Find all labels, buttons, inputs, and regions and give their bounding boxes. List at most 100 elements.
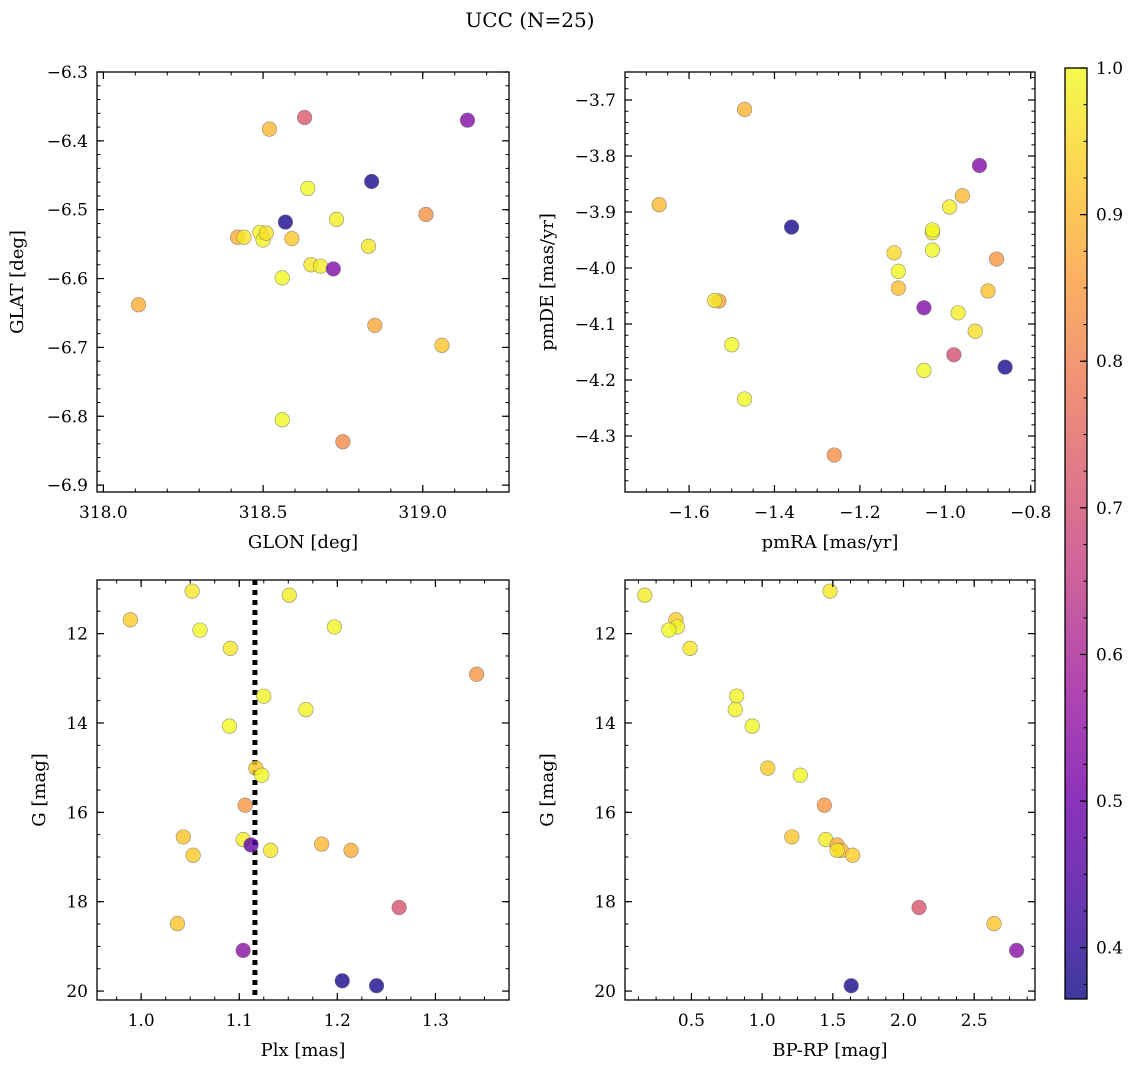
x-tick-label: −1.6 bbox=[668, 503, 709, 523]
scatter-point bbox=[130, 297, 147, 313]
scatter-point bbox=[243, 837, 259, 853]
y-tick-label: −6.4 bbox=[47, 132, 88, 152]
y-tick-label: 20 bbox=[594, 982, 616, 1002]
scatter-point bbox=[122, 612, 138, 628]
y-tick-label: −3.7 bbox=[575, 91, 616, 111]
scatter-point bbox=[822, 583, 838, 599]
scatter-point bbox=[988, 251, 1005, 267]
scatter-point bbox=[843, 978, 859, 994]
scatter-point bbox=[1009, 942, 1025, 959]
y-tick-label: −3.8 bbox=[575, 147, 616, 167]
x-axis-label: pmRA [mas/yr] bbox=[762, 532, 899, 553]
scatter-point bbox=[335, 434, 351, 450]
x-tick-label: 1.3 bbox=[422, 1011, 449, 1031]
scatter-point bbox=[237, 797, 253, 813]
x-tick-label: 1.2 bbox=[324, 1011, 351, 1031]
scatter-point bbox=[312, 258, 329, 274]
scatter-point bbox=[367, 317, 383, 333]
plot-frame bbox=[624, 71, 1036, 493]
scatter-point bbox=[950, 305, 966, 321]
y-tick-label: −6.8 bbox=[47, 407, 88, 427]
scatter-point bbox=[916, 300, 932, 316]
scatter-point bbox=[916, 362, 932, 379]
scatter-point bbox=[729, 688, 745, 704]
scatter-point bbox=[325, 261, 341, 277]
scatter-point bbox=[707, 292, 723, 309]
scatter-point bbox=[924, 222, 941, 238]
scatter-point bbox=[300, 180, 316, 196]
scatter-point bbox=[727, 701, 743, 718]
plot-frame bbox=[96, 71, 510, 493]
x-tick-label: 318.5 bbox=[239, 503, 288, 523]
scatter-point bbox=[298, 701, 314, 718]
y-tick-label: −4.3 bbox=[575, 427, 616, 447]
scatter-point bbox=[661, 622, 677, 638]
scatter-point bbox=[334, 973, 350, 989]
colorbar-tick-label: 0.8 bbox=[1096, 352, 1123, 372]
colorbar-tick-label: 0.9 bbox=[1096, 206, 1123, 226]
scatter-point bbox=[845, 847, 861, 863]
y-axis-label: pmDE [mas/yr] bbox=[537, 213, 558, 351]
y-tick-label: 18 bbox=[594, 893, 616, 913]
scatter-point bbox=[826, 447, 842, 463]
scatter-point bbox=[169, 915, 186, 932]
scatter-point bbox=[263, 842, 279, 858]
colorbar-tick-label: 0.5 bbox=[1096, 792, 1123, 812]
y-tick-label: −3.9 bbox=[575, 203, 616, 223]
colorbar-frame bbox=[1064, 67, 1088, 1000]
x-tick-label: 1.0 bbox=[128, 1011, 155, 1031]
scatter-point bbox=[281, 587, 297, 603]
scatter-point bbox=[967, 323, 983, 339]
scatter-point bbox=[890, 280, 906, 296]
scatter-point bbox=[222, 640, 239, 656]
y-tick-label: −4.0 bbox=[575, 259, 616, 279]
scatter-point bbox=[890, 263, 906, 279]
scatter-point bbox=[459, 112, 476, 128]
y-tick-label: 18 bbox=[66, 893, 88, 913]
scatter-point bbox=[261, 121, 278, 137]
scatter-point bbox=[829, 842, 845, 858]
y-tick-label: 16 bbox=[66, 803, 88, 823]
y-tick-label: 20 bbox=[66, 982, 88, 1002]
figure-title: UCC (N=25) bbox=[465, 8, 594, 32]
y-axis-label: G [mag] bbox=[537, 753, 558, 826]
scatter-point bbox=[434, 337, 450, 353]
y-tick-label: −6.7 bbox=[47, 338, 88, 358]
x-tick-label: 2.0 bbox=[890, 1011, 917, 1031]
scatter-point bbox=[236, 229, 252, 245]
colorbar-gradient bbox=[1065, 68, 1087, 999]
y-tick-label: −6.6 bbox=[47, 270, 88, 290]
colorbar-ticks: 0.4 0.5 0.6 0.7 0.8 0.9 1.0 bbox=[1080, 59, 1123, 985]
scatter-point bbox=[258, 225, 274, 241]
scatter-point bbox=[946, 347, 962, 363]
scatter-point bbox=[924, 242, 941, 258]
scatter-point bbox=[391, 899, 407, 916]
y-tick-label: 14 bbox=[66, 714, 88, 734]
y-axis-label: GLAT [deg] bbox=[7, 230, 28, 334]
scatter-point bbox=[274, 270, 290, 286]
x-tick-label: −1.4 bbox=[754, 503, 795, 523]
colorbar-tick-label: 0.6 bbox=[1096, 645, 1123, 665]
panel-2: −1.6 −1.4 −1.2 −1.0 −0.8 −3.7 −3.8 −3.9 −4.0 −4.1… bbox=[537, 71, 1051, 553]
scatter-point bbox=[364, 173, 380, 190]
scatter-point bbox=[296, 109, 313, 126]
y-tick-label: 16 bbox=[594, 803, 616, 823]
scatter-point bbox=[744, 718, 760, 734]
y-axis-label: G [mag] bbox=[29, 753, 50, 826]
x-axis-label: GLON [deg] bbox=[248, 532, 358, 553]
scatter-point bbox=[256, 688, 272, 704]
scatter-point bbox=[360, 238, 377, 254]
scatter-point bbox=[682, 640, 698, 656]
scatter-point bbox=[792, 767, 808, 783]
panel-4: 0.5 1.0 1.5 2.0 2.5 12 14 16 18 20 BP-RP [mag] G [m… bbox=[537, 579, 1036, 1061]
scatter-point bbox=[185, 847, 201, 863]
y-tick-label: 12 bbox=[66, 625, 88, 645]
y-tick-label: 12 bbox=[594, 625, 616, 645]
scatter-point bbox=[941, 199, 958, 215]
x-tick-label: 1.0 bbox=[749, 1011, 776, 1031]
colorbar-tick-label: 1.0 bbox=[1096, 59, 1123, 79]
scatter-point bbox=[368, 978, 385, 994]
scatter-point bbox=[724, 337, 740, 353]
scatter-point bbox=[326, 619, 342, 635]
x-tick-label: 1.5 bbox=[819, 1011, 846, 1031]
